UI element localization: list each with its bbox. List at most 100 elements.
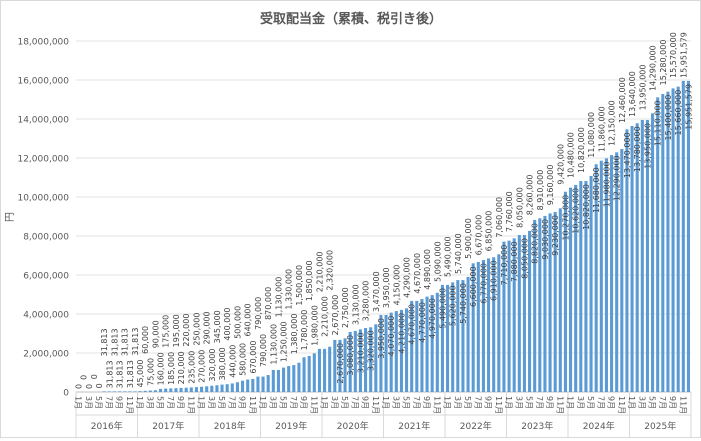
x-year-label: 2021年 [398,420,430,432]
data-label: 1,250,000 [280,321,289,362]
bar [481,259,485,392]
bar [128,391,132,392]
data-label: 4,770,000 [418,302,427,343]
data-label: 13,950,000 [643,123,652,169]
data-label: 380,000 [218,347,227,380]
bar [446,284,450,392]
data-label: 13,640,000 [628,71,637,117]
x-month-label: 7月 [658,396,667,409]
x-month-label: 7月 [166,396,175,409]
bar [635,123,639,392]
bar [364,328,368,392]
x-month-label: 1月 [443,396,452,409]
x-month-label: 3月 [391,396,400,409]
bar [497,254,501,392]
bar [610,155,614,392]
bar [307,355,311,392]
bar [118,391,122,392]
bar [225,384,229,392]
y-axis-label: 円 [5,212,16,222]
data-label: 9,230,000 [551,215,560,256]
x-month-label: 5月 [525,396,534,409]
x-month-label: 1月 [258,396,267,409]
x-month-label: 1月 [381,396,390,409]
data-label: 9,160,000 [546,165,555,206]
x-month-label: 7月 [350,396,359,409]
data-label: 6,850,000 [485,211,494,252]
x-month-label: 3月 [84,396,93,409]
data-label: 1,330,000 [285,269,294,310]
bar [287,366,291,392]
bar [153,390,157,392]
bar [599,160,603,392]
data-label: 6,670,000 [474,215,483,256]
data-label: 13,470,000 [623,132,632,178]
x-month-label: 9月 [422,396,431,409]
bar [589,175,593,392]
data-label: 235,000 [187,351,196,384]
y-tick-label: 18,000,000 [17,38,69,48]
data-label: 9,030,000 [541,219,550,260]
x-month-label: 11月 [555,396,564,414]
data-label: 6,600,000 [469,266,478,307]
bar [328,346,332,392]
data-label: 195,000 [172,314,181,347]
data-label: 4,670,000 [408,304,417,345]
bar [235,382,239,392]
bar [686,80,690,392]
x-month-label: 11月 [678,396,687,414]
data-label: 7,760,000 [505,191,514,232]
bar [584,181,588,392]
data-label: 345,000 [213,310,222,343]
bar [620,149,624,392]
data-label: 790,000 [259,334,268,367]
data-label: 2,670,000 [331,295,340,336]
x-month-label: 11月 [617,396,626,414]
bar [456,280,460,392]
data-label: 0 [75,384,84,389]
data-label: 11,080,000 [587,112,596,158]
data-label: 8,910,000 [536,170,545,211]
bar [184,387,188,392]
bar [333,339,337,392]
bar [425,296,429,392]
bar [451,282,455,392]
bar [215,385,219,392]
data-label: 31,813 [100,328,109,356]
x-year-label: 2017年 [152,420,184,432]
data-label: 4,150,000 [392,265,401,306]
y-tick-label: 0 [63,389,69,399]
data-label: 12,290,000 [613,155,622,201]
bar [681,80,685,392]
bar [615,152,619,392]
bar [123,391,127,392]
data-label: 12,150,000 [608,100,617,146]
bar [194,387,198,392]
bar [369,327,373,392]
x-month-label: 1月 [627,396,636,409]
x-month-label: 1月 [74,396,83,409]
bar [169,388,173,392]
x-month-label: 9月 [176,396,185,409]
bar [430,295,434,392]
data-label: 1,130,000 [269,324,278,365]
bar [594,164,598,392]
data-label: 440,000 [228,345,237,378]
data-labels: 0000031,81331,81331,81331,81331,81331,81… [75,32,694,389]
data-label: 1,380,000 [290,314,299,355]
bar [210,385,214,392]
bar [374,324,378,392]
data-label: 12,460,000 [618,77,627,123]
bar [538,218,542,392]
bar [492,257,496,392]
x-month-label: 11月 [494,396,503,414]
bar [487,258,491,392]
data-label: 13,780,000 [633,126,642,172]
bar [399,309,403,392]
x-month-label: 9月 [361,396,370,409]
y-tick-label: 10,000,000 [17,194,69,204]
bar [323,348,327,392]
bar [435,292,439,392]
data-label: 15,280,000 [659,40,668,86]
data-label: 500,000 [233,306,242,339]
